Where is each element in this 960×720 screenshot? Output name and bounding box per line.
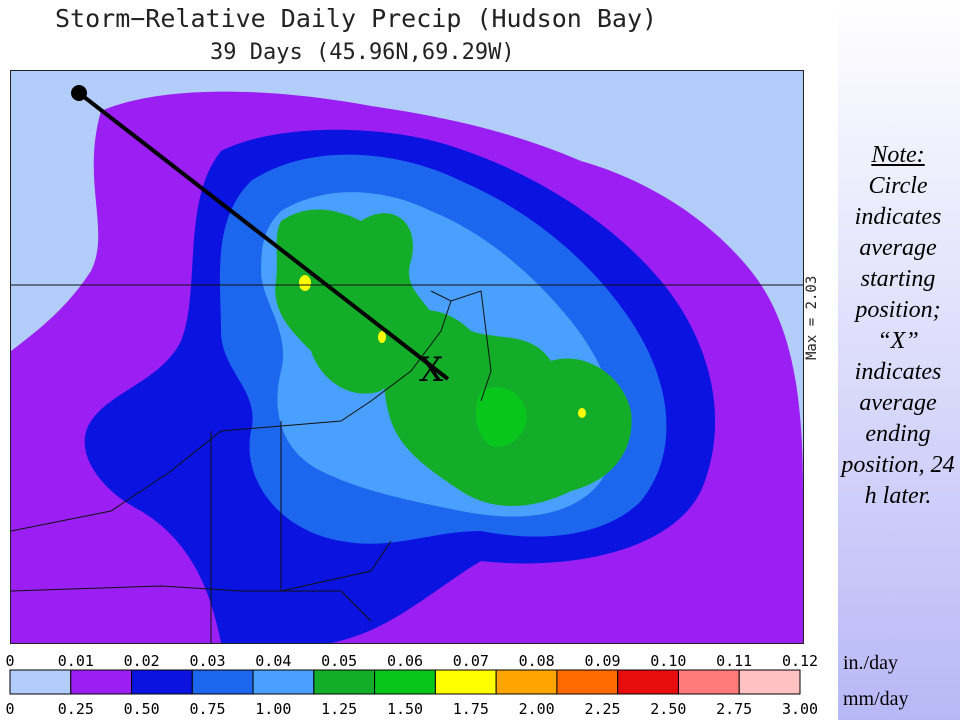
legend-color-box xyxy=(131,669,193,695)
boundary-lines xyxy=(11,284,803,643)
province-border-line xyxy=(430,290,492,402)
legend-color-box xyxy=(617,669,679,695)
legend-inch-labels: 0 0.01 0.02 0.03 0.04 0.05 0.06 0.07 0.08 0.09 0.1… xyxy=(5,652,818,670)
legend-color-box xyxy=(374,669,436,695)
legend-mm-tick-label: 3.00 xyxy=(782,700,818,718)
state-border-line xyxy=(11,300,452,532)
legend-color-box xyxy=(556,669,619,695)
legend-color-box xyxy=(191,669,254,695)
legend-color-box xyxy=(738,669,801,695)
legend-mm-tick-label: 1.50 xyxy=(387,700,423,718)
precip-map: X xyxy=(10,70,804,644)
legend-mm-tick-label: 0.50 xyxy=(124,700,160,718)
legend-inch-tick-label: 0.01 xyxy=(58,652,94,670)
map-subtitle: 39 Days (45.96N,69.29W) xyxy=(210,40,515,65)
legend-inch-tick-label: 0.06 xyxy=(387,652,423,670)
note-panel xyxy=(838,0,960,720)
legend-mm-tick-label: 0.75 xyxy=(189,700,225,718)
legend-color-box xyxy=(495,669,558,695)
legend-mm-tick-label: 2.25 xyxy=(584,700,620,718)
legend-inch-tick-label: 0.10 xyxy=(650,652,686,670)
legend-color-box xyxy=(9,669,72,695)
color-legend: 0 0.01 0.02 0.03 0.04 0.05 0.06 0.07 0.08 0.09 0.1… xyxy=(5,652,818,718)
bright-green-core xyxy=(475,387,527,447)
legend-mm-tick-label: 1.75 xyxy=(453,700,489,718)
max-label: Max = 2.03 xyxy=(796,210,826,360)
legend-color-box xyxy=(434,669,497,695)
legend-inch-tick-label: 0.03 xyxy=(189,652,225,670)
purple-precip-left-island xyxy=(11,407,63,456)
legend-mm-tick-label: 1.25 xyxy=(321,700,357,718)
legend-mm-tick-label: 2.75 xyxy=(716,700,752,718)
legend-inch-tick-label: 0 xyxy=(5,652,14,670)
legend-mm-tick-label: 2.50 xyxy=(650,700,686,718)
legend-color-box xyxy=(70,669,133,695)
yellow-maximum-spot xyxy=(299,275,311,291)
legend-inch-tick-label: 0.11 xyxy=(716,652,752,670)
state-border-line-4 xyxy=(11,585,372,622)
note-heading: Note: xyxy=(871,142,925,168)
map-title: Storm−Relative Daily Precip (Hudson Bay) xyxy=(55,4,658,33)
note-body: Circle indicates average starting positi… xyxy=(841,173,955,509)
legend-inch-tick-label: 0.08 xyxy=(519,652,555,670)
legend-inch-tick-label: 0.04 xyxy=(255,652,291,670)
legend-color-boxes xyxy=(9,669,801,695)
yellow-spot-east xyxy=(578,408,586,418)
legend-mm-tick-label: 1.00 xyxy=(255,700,291,718)
legend-color-box xyxy=(252,669,315,695)
yellow-spot xyxy=(378,331,386,343)
legend-mm-tick-label: 0.25 xyxy=(58,700,94,718)
max-label-text: Max = 2.03 xyxy=(804,275,820,360)
legend-inch-tick-label: 0.09 xyxy=(584,652,620,670)
legend-inch-tick-label: 0.05 xyxy=(321,652,357,670)
legend-inch-tick-label: 0.02 xyxy=(124,652,160,670)
legend-inch-tick-label: 0.07 xyxy=(453,652,489,670)
storm-track-line xyxy=(77,91,450,381)
legend-mm-labels: 0 0.25 0.50 0.75 1.00 1.25 1.50 1.75 2.00 2.25 2.5… xyxy=(5,700,818,718)
state-border-line-3 xyxy=(280,421,392,592)
legend-color-box xyxy=(677,669,740,695)
legend-mm-tick-label: 0 xyxy=(5,700,14,718)
legend-inch-tick-label: 0.12 xyxy=(782,652,818,670)
legend-color-box xyxy=(313,669,376,695)
note-box: Note: Circle indicates average starting … xyxy=(836,140,960,512)
precip-map-svg: X xyxy=(11,71,803,643)
mm-unit-label: mm/day xyxy=(843,688,909,710)
inch-unit-label: in./day xyxy=(843,652,898,674)
legend-mm-tick-label: 2.00 xyxy=(519,700,555,718)
start-position-circle xyxy=(71,85,87,101)
end-position-x-marker: X xyxy=(419,350,444,390)
